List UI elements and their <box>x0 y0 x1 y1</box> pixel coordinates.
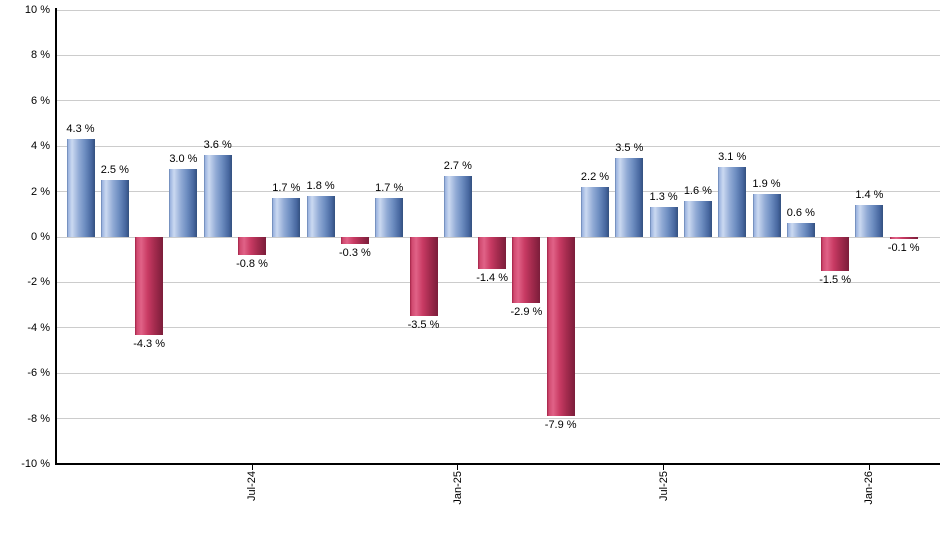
bar-value-label: 1.7 % <box>272 182 301 195</box>
bar-value-label: -2.9 % <box>510 305 543 318</box>
positive-bar <box>786 223 815 237</box>
gridline <box>57 281 940 283</box>
bar-value-label: -7.9 % <box>544 419 577 432</box>
x-axis-tick <box>868 465 870 470</box>
gridline <box>57 145 940 147</box>
x-axis-tick-label: Jan-25 <box>451 471 464 505</box>
bar-value-label: 3.0 % <box>169 152 198 165</box>
positive-bar <box>272 198 301 237</box>
y-axis-tick-label: -2 % <box>27 276 50 289</box>
gridline <box>57 327 940 329</box>
negative-bar <box>821 237 850 272</box>
positive-bar <box>100 180 129 237</box>
y-axis-tick-label: -10 % <box>21 458 50 470</box>
bar-value-label: 1.8 % <box>306 180 335 193</box>
gridline <box>57 9 940 11</box>
gridline <box>57 54 940 56</box>
bar-value-label: 2.5 % <box>100 164 129 177</box>
positive-bar <box>443 175 472 237</box>
bar-value-label: 3.1 % <box>718 150 747 163</box>
bar-value-label: -1.5 % <box>819 274 851 287</box>
positive-bar <box>752 193 781 237</box>
x-axis-tick <box>663 465 665 470</box>
positive-bar <box>306 196 335 237</box>
positive-bar <box>649 207 678 237</box>
positive-bar <box>683 200 712 237</box>
x-axis-line <box>55 463 940 465</box>
bar-value-label: -0.1 % <box>887 242 920 255</box>
bar-value-label: 3.6 % <box>203 139 232 152</box>
bar-value-label: 0.6 % <box>786 207 815 220</box>
y-axis-tick-label: 4 % <box>31 140 50 153</box>
positive-bar <box>375 198 404 237</box>
bar-value-label: 1.6 % <box>683 184 712 197</box>
positive-bar <box>718 166 747 237</box>
bar-value-label: -0.8 % <box>236 258 268 271</box>
positive-bar <box>66 139 95 237</box>
bar-value-label: 2.7 % <box>443 159 472 172</box>
x-axis-tick <box>457 465 459 470</box>
y-axis-tick-label: -8 % <box>27 412 50 425</box>
y-axis-tick-label: 10 % <box>24 4 50 16</box>
positive-bar <box>581 187 609 237</box>
positive-bar <box>203 155 232 237</box>
bar-value-label: 1.7 % <box>375 182 404 195</box>
positive-bar <box>855 205 884 237</box>
y-axis-tick-label: 2 % <box>31 185 50 198</box>
x-axis-tick-label: Jan-26 <box>863 471 876 505</box>
gridline <box>57 100 940 102</box>
bar-value-label: -0.3 % <box>338 246 371 259</box>
y-axis-tick-label: -4 % <box>27 321 50 334</box>
bar-value-label: 3.5 % <box>615 141 644 154</box>
y-axis-tick-label: 0 % <box>31 231 50 243</box>
y-axis-tick-label: 8 % <box>31 49 50 62</box>
bar-value-label: -3.5 % <box>407 319 440 332</box>
negative-bar <box>340 237 369 244</box>
positive-bar <box>169 168 198 237</box>
negative-bar <box>546 237 575 417</box>
negative-bar <box>889 237 918 240</box>
bar-value-label: 2.2 % <box>580 171 610 184</box>
negative-bar <box>409 237 438 317</box>
gridline <box>57 191 940 193</box>
x-axis-tick-label: Jul-25 <box>657 471 670 501</box>
negative-bar <box>135 237 164 335</box>
gridline <box>57 372 940 374</box>
y-axis-tick-label: 6 % <box>31 94 50 107</box>
bar-value-label: 1.3 % <box>649 191 678 204</box>
y-axis-tick-label: -6 % <box>27 367 50 380</box>
bar-value-label: 1.9 % <box>752 177 781 190</box>
negative-bar <box>238 237 266 256</box>
bar-value-label: -1.4 % <box>476 271 508 284</box>
negative-bar <box>478 237 507 269</box>
bar-value-label: -4.3 % <box>133 337 165 350</box>
gridline <box>57 418 940 420</box>
x-axis-tick <box>251 465 253 470</box>
y-axis-line <box>55 8 57 465</box>
bar-value-label: 1.4 % <box>855 189 884 202</box>
positive-bar <box>615 157 644 237</box>
x-axis-tick-label: Jul-24 <box>246 471 258 501</box>
bar-value-label: 4.3 % <box>66 123 95 136</box>
negative-bar <box>512 237 541 303</box>
